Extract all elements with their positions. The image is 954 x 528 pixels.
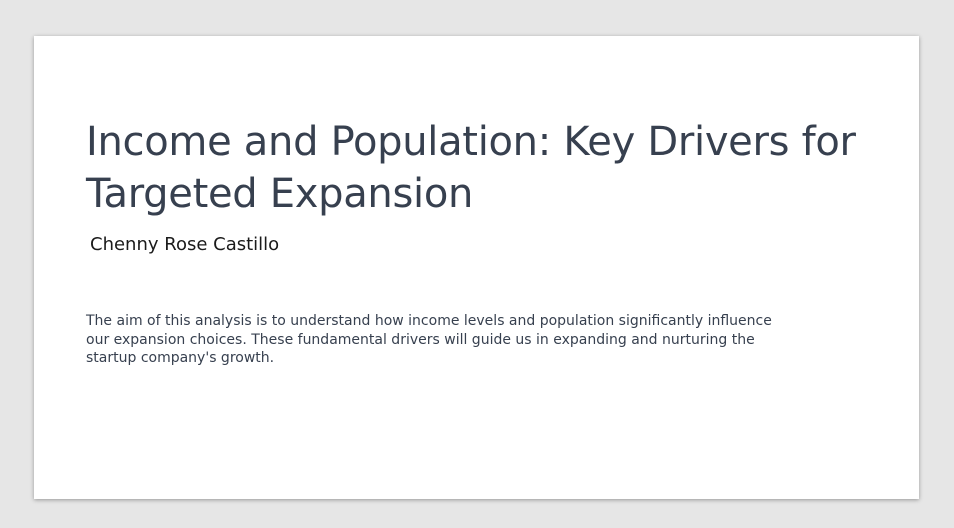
slide-body-text[interactable]: The aim of this analysis is to understan… xyxy=(86,313,772,366)
slide[interactable]: Income and Population: Key Drivers for T… xyxy=(34,36,919,499)
slide-author[interactable]: Chenny Rose Castillo xyxy=(90,234,280,255)
slide-title[interactable]: Income and Population: Key Drivers for T… xyxy=(86,119,856,217)
